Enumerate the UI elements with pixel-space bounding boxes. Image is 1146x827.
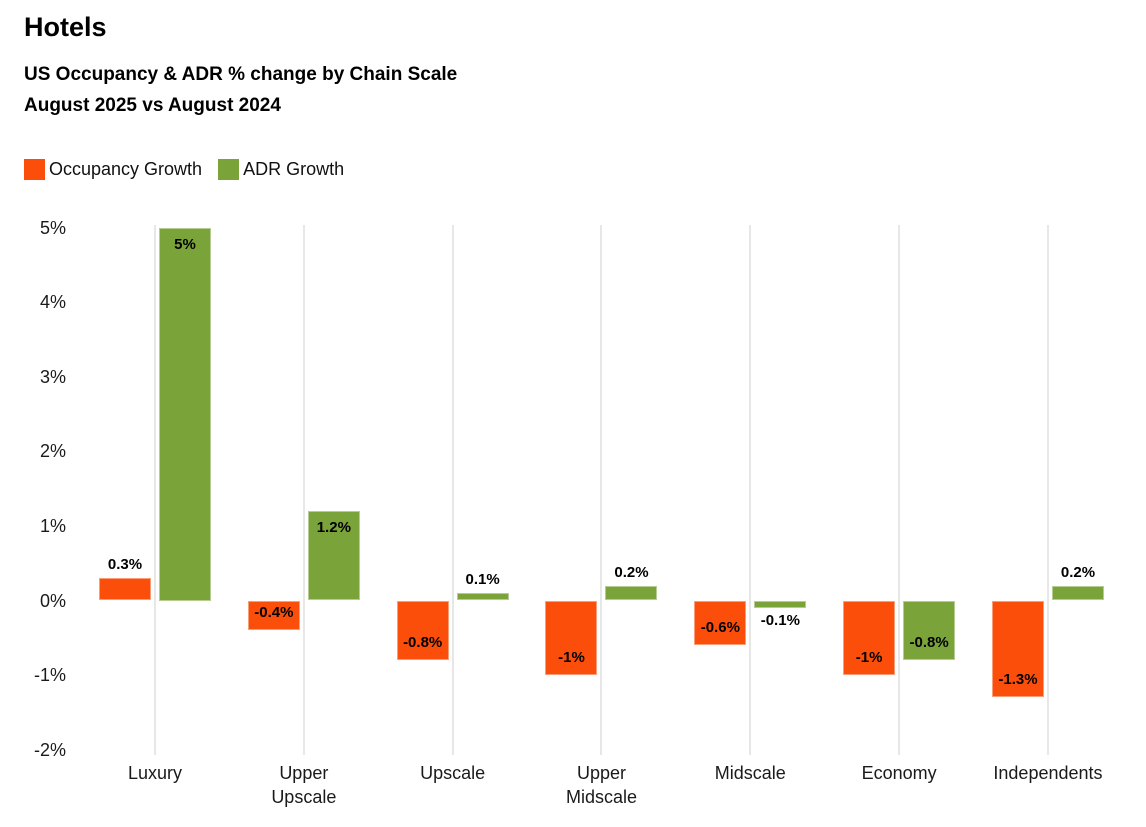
bar-occupancy-growth-upper-upscale <box>247 600 300 631</box>
y-axis-tick-label: 5% <box>39 217 66 238</box>
x-axis-category-label-independents: Independents <box>968 761 1128 785</box>
y-axis-tick-label: 4% <box>39 292 66 313</box>
subtitle-line-2: August 2025 vs August 2024 <box>24 95 281 116</box>
legend-item-adr: ADR Growth <box>218 159 344 180</box>
category-gridline-independents <box>1046 225 1049 755</box>
x-axis-category-label-economy: Economy <box>819 761 979 785</box>
bar-occupancy-growth-upscale <box>396 600 449 661</box>
bar-occupancy-growth-midscale <box>694 600 747 646</box>
x-axis-label-line: Upper <box>576 763 626 783</box>
bar-occupancy-growth-upper-midscale <box>545 600 598 676</box>
adr-swatch-icon <box>218 159 240 180</box>
bar-adr-growth-luxury <box>159 227 211 601</box>
y-axis-tick-label: 2% <box>39 441 66 462</box>
category-gridline-economy <box>898 225 901 755</box>
x-axis-label-line: Luxury <box>127 763 183 783</box>
x-axis-category-label-luxury: Luxury <box>75 761 235 785</box>
bar-value-label: -1.3% <box>998 671 1038 689</box>
x-axis-label-line: Upper <box>279 763 329 783</box>
legend: Occupancy Growth ADR Growth <box>24 159 360 180</box>
bar-adr-growth-upper-upscale <box>307 510 360 601</box>
bar-value-label: 0.3% <box>107 556 143 574</box>
bar-value-label: -0.6% <box>700 619 740 637</box>
x-axis-category-label-upper-upscale: Upper Upscale <box>224 761 384 809</box>
bar-value-label: 1.2% <box>316 518 351 536</box>
x-axis-label-line: Independents <box>993 763 1103 783</box>
x-axis-label-line: Midscale <box>565 787 637 807</box>
bar-value-label: 5% <box>174 235 196 253</box>
y-axis-tick-label: 0% <box>39 590 66 611</box>
x-axis-label-line: Economy <box>861 763 937 783</box>
legend-label-adr: ADR Growth <box>243 159 345 179</box>
bar-value-label: -0.4% <box>254 604 294 622</box>
bar-value-label: 0.1% <box>465 571 500 589</box>
occupancy-swatch-icon <box>24 159 45 180</box>
subtitle-line-1: US Occupancy & ADR % change by Chain Sca… <box>24 64 458 85</box>
bar-value-label: 0.2% <box>614 563 649 581</box>
legend-label-occupancy: Occupancy Growth <box>49 159 203 179</box>
bar-occupancy-growth-economy <box>843 600 896 676</box>
y-axis-tick-label: -2% <box>33 739 66 760</box>
x-axis-label-line: Upscale <box>420 763 486 783</box>
category-gridline-luxury <box>154 225 156 755</box>
bar-adr-growth-economy <box>903 600 956 661</box>
bar-value-label: -1% <box>558 649 585 667</box>
y-axis-tick-label: -1% <box>33 665 66 686</box>
x-axis-category-label-midscale: Midscale <box>670 761 830 785</box>
legend-item-occupancy: Occupancy Growth <box>24 159 202 180</box>
bar-value-label: -0.8% <box>403 634 443 652</box>
bar-value-label: -1% <box>855 649 883 667</box>
bar-adr-growth-independents <box>1051 585 1104 601</box>
bar-adr-growth-upscale <box>456 593 509 601</box>
category-gridline-upper-midscale <box>600 225 603 755</box>
page-title: Hotels <box>24 12 107 42</box>
bar-value-label: 0.2% <box>1060 563 1096 581</box>
bar-value-label: -0.8% <box>909 634 949 652</box>
x-axis-category-label-upscale: Upscale <box>373 761 533 785</box>
y-axis-tick-label: 3% <box>39 366 66 387</box>
x-axis-category-label-upper-midscale: Upper Midscale <box>521 761 681 809</box>
category-gridline-upper-upscale <box>302 225 305 755</box>
x-axis-label-line: Midscale <box>714 763 786 783</box>
category-gridline-midscale <box>749 225 752 755</box>
bar-adr-growth-midscale <box>754 600 807 608</box>
bar-value-label: -0.1% <box>760 611 800 629</box>
chart-subtitle: US Occupancy & ADR % change by Chain Sca… <box>24 59 457 121</box>
category-gridline-upscale <box>451 225 454 755</box>
bar-occupancy-growth-independents <box>991 600 1044 698</box>
bar-adr-growth-upper-midscale <box>605 585 658 601</box>
y-axis-tick-label: 1% <box>39 515 66 536</box>
x-axis-label-line: Upscale <box>271 787 337 807</box>
bar-occupancy-growth-luxury <box>99 578 151 601</box>
